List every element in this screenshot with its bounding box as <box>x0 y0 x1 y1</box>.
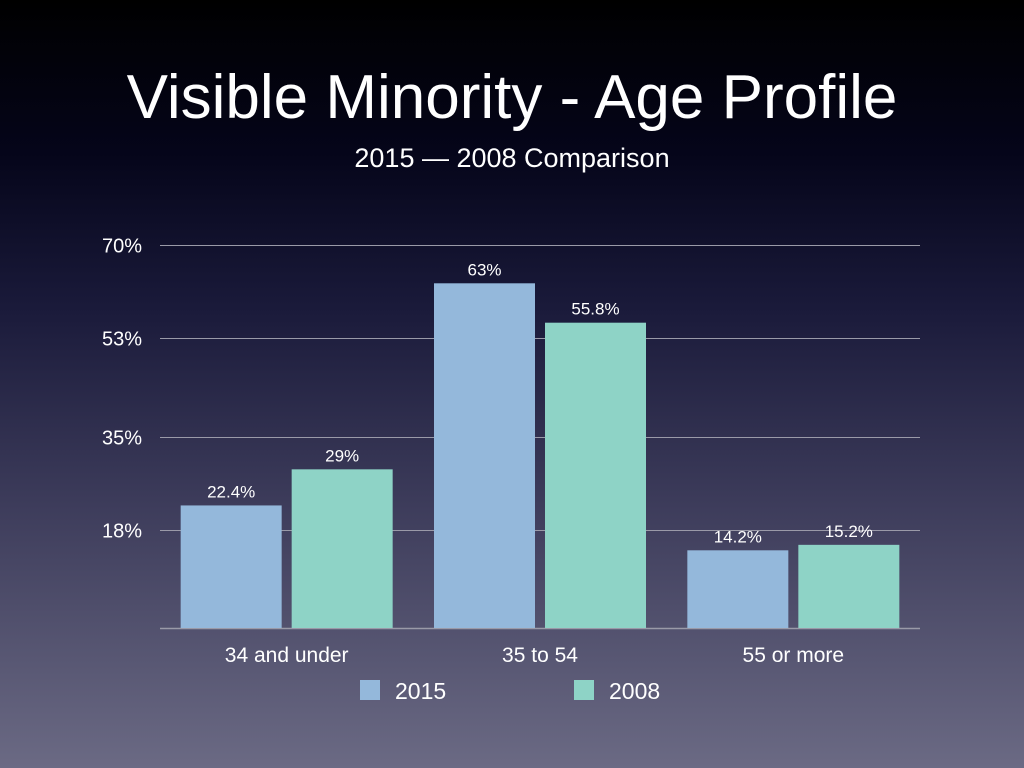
x-tick-label: 35 to 54 <box>502 644 578 667</box>
data-labels: 22.4% 29% 63% 55.8% 14.2% 15.2% <box>207 260 873 546</box>
bar-2015 <box>687 550 789 628</box>
data-label: 63% <box>467 260 501 279</box>
bar-2015 <box>434 283 535 628</box>
legend: 2015 2008 <box>360 678 660 704</box>
legend-swatch-2008 <box>574 680 594 700</box>
chart-subtitle: 2015 — 2008 Comparison <box>354 143 670 173</box>
bar-2008 <box>291 469 393 628</box>
legend-label: 2008 <box>609 678 660 704</box>
bar-2008 <box>545 322 646 628</box>
data-label: 22.4% <box>207 482 255 501</box>
bar-2015 <box>180 505 282 628</box>
chart-title: Visible Minority - Age Profile <box>126 63 898 132</box>
y-tick-label: 18% <box>102 521 142 543</box>
y-tick-label: 35% <box>102 428 142 450</box>
legend-swatch-2015 <box>360 680 380 700</box>
data-label: 15.2% <box>825 522 873 541</box>
y-axis-ticks: 18% 35% 53% 70% <box>102 236 142 543</box>
y-tick-label: 53% <box>102 329 142 351</box>
data-label: 29% <box>325 446 359 465</box>
data-label: 14.2% <box>714 527 762 546</box>
data-label: 55.8% <box>571 300 619 319</box>
legend-label: 2015 <box>395 678 446 704</box>
x-axis-labels: 34 and under 35 to 54 55 or more <box>225 644 844 667</box>
bar-2008 <box>798 544 900 628</box>
x-tick-label: 55 or more <box>743 644 845 667</box>
x-tick-label: 34 and under <box>225 644 349 667</box>
gridlines <box>160 245 920 630</box>
bars <box>180 283 900 628</box>
y-tick-label: 70% <box>102 236 142 258</box>
